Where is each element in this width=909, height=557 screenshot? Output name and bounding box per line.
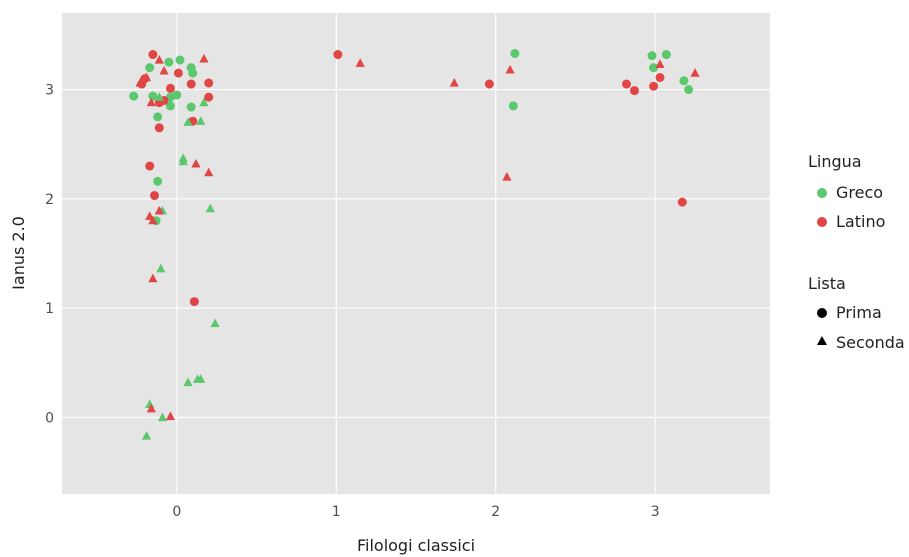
y-tick-label: 2 bbox=[45, 192, 54, 208]
legend-title-lista: Lista bbox=[808, 274, 846, 293]
data-point bbox=[510, 48, 520, 58]
data-point bbox=[502, 171, 512, 181]
data-point bbox=[684, 85, 694, 95]
y-tick-label: 3 bbox=[45, 83, 54, 99]
data-point bbox=[175, 55, 185, 65]
data-point bbox=[172, 90, 182, 100]
data-point bbox=[165, 411, 176, 420]
data-point bbox=[505, 64, 515, 74]
data-point bbox=[189, 297, 199, 307]
data-point bbox=[196, 374, 206, 383]
data-point bbox=[204, 78, 214, 88]
data-point bbox=[449, 77, 459, 87]
data-point bbox=[173, 68, 183, 78]
data-point bbox=[149, 191, 159, 201]
data-point bbox=[621, 79, 631, 89]
legend-key-prima bbox=[817, 308, 827, 318]
data-point bbox=[148, 215, 158, 225]
data-point bbox=[153, 176, 163, 186]
tick-labels: 0 1 2 3 0 1 2 3 bbox=[45, 83, 660, 520]
data-point bbox=[508, 101, 518, 111]
data-point bbox=[210, 318, 220, 328]
y-tick-label: 0 bbox=[45, 410, 54, 426]
data-point bbox=[333, 50, 343, 60]
data-point bbox=[655, 59, 665, 68]
data-point bbox=[146, 97, 156, 107]
data-point bbox=[165, 83, 175, 93]
data-point bbox=[145, 63, 155, 73]
data-point bbox=[186, 102, 196, 112]
data-point bbox=[690, 68, 700, 77]
y-tick-label: 1 bbox=[45, 301, 54, 317]
data-point bbox=[154, 205, 164, 215]
data-point bbox=[145, 161, 155, 171]
x-tick-label: 2 bbox=[491, 504, 500, 520]
data-point bbox=[129, 91, 139, 101]
legend: Lingua Greco Latino Lista Prima Seconda bbox=[808, 152, 905, 352]
data-point bbox=[199, 53, 209, 63]
data-point bbox=[188, 68, 198, 78]
data-point bbox=[355, 58, 365, 67]
x-tick-label: 1 bbox=[332, 504, 341, 520]
data-points bbox=[129, 48, 700, 440]
data-point bbox=[154, 92, 164, 101]
legend-label-greco: Greco bbox=[836, 183, 883, 202]
data-point bbox=[649, 63, 659, 73]
legend-title-lingua: Lingua bbox=[808, 152, 862, 171]
legend-label-latino: Latino bbox=[836, 212, 885, 231]
legend-key-latino bbox=[817, 217, 827, 227]
legend-label-prima: Prima bbox=[836, 303, 882, 322]
data-point bbox=[199, 97, 209, 107]
data-point bbox=[655, 72, 665, 82]
data-point bbox=[661, 50, 671, 60]
data-point bbox=[196, 116, 206, 125]
data-point bbox=[186, 79, 196, 89]
x-tick-label: 0 bbox=[172, 504, 181, 520]
data-point bbox=[484, 79, 494, 89]
data-point bbox=[205, 203, 215, 213]
data-point bbox=[183, 117, 193, 126]
data-point bbox=[204, 167, 214, 177]
data-point bbox=[146, 403, 156, 413]
data-point bbox=[148, 91, 158, 101]
data-point bbox=[649, 81, 659, 91]
data-point bbox=[204, 92, 214, 102]
data-point bbox=[191, 158, 201, 168]
legend-key-greco bbox=[817, 188, 827, 198]
data-point bbox=[647, 51, 657, 61]
data-point bbox=[677, 197, 687, 207]
data-point bbox=[135, 77, 145, 87]
data-point bbox=[183, 377, 193, 387]
y-axis-title: Ianus 2.0 bbox=[9, 216, 28, 290]
data-point bbox=[148, 50, 158, 60]
legend-key-seconda bbox=[817, 336, 827, 345]
data-point bbox=[629, 86, 639, 96]
data-point bbox=[153, 112, 163, 122]
data-point bbox=[156, 263, 166, 273]
data-point bbox=[141, 72, 152, 82]
data-point bbox=[159, 65, 169, 75]
data-point bbox=[165, 101, 175, 111]
data-point bbox=[154, 55, 164, 64]
data-point bbox=[178, 153, 188, 162]
x-axis-title: Filologi classici bbox=[357, 536, 475, 555]
data-point bbox=[679, 76, 689, 86]
data-point bbox=[141, 431, 152, 440]
data-point bbox=[164, 57, 174, 67]
data-point bbox=[157, 412, 168, 422]
legend-label-seconda: Seconda bbox=[836, 333, 905, 352]
data-point bbox=[154, 123, 164, 133]
x-tick-label: 3 bbox=[651, 504, 660, 520]
data-point bbox=[148, 273, 158, 283]
